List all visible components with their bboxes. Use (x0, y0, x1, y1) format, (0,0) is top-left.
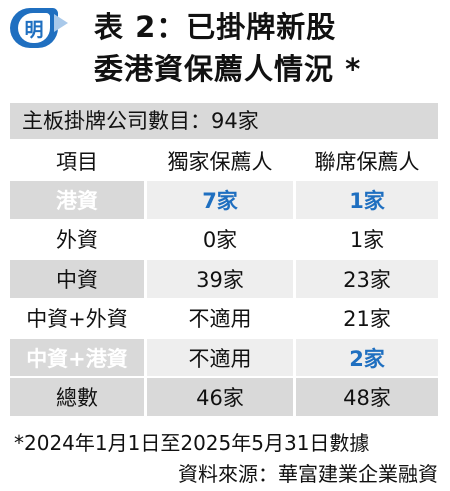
joint-value: 1家 (296, 220, 438, 259)
column-header-item: 項目 (10, 142, 144, 180)
sole-value: 7家 (147, 181, 293, 219)
sole-value: 不適用 (147, 338, 293, 377)
row-label: 港資 (10, 181, 144, 219)
column-header-sole: 獨家保薦人 (147, 142, 293, 180)
joint-value: 1家 (296, 181, 438, 219)
row-label: 總數 (10, 378, 144, 416)
sole-value: 46家 (147, 378, 293, 416)
table-header-row: 項目 獨家保薦人 聯席保薦人 (10, 142, 438, 182)
sponsor-table: 項目 獨家保薦人 聯席保薦人 港資 7家 1家 外資 0家 1家 中資 39家 … (10, 142, 438, 418)
row-label: 中資 (10, 260, 144, 298)
speech-tail-icon (54, 14, 68, 32)
ming-badge-icon: 明 (10, 8, 58, 48)
row-label: 中資+外資 (10, 299, 144, 337)
table-row-total: 總數 46家 48家 (10, 378, 438, 418)
sole-value: 39家 (147, 260, 293, 298)
row-label: 外資 (10, 220, 144, 259)
table-row-china-foreign: 中資+外資 不適用 21家 (10, 299, 438, 339)
date-range-note: *2024年1月1日至2025年5月31日數據 (14, 431, 370, 455)
badge-label: 明 (18, 13, 50, 43)
header: 明 表 2：已掛牌新股 委港資保薦人情況 * (0, 0, 450, 96)
table-row-china: 中資 39家 23家 (10, 260, 438, 300)
table-row-foreign: 外資 0家 1家 (10, 220, 438, 261)
joint-value: 48家 (296, 378, 438, 416)
sole-value: 0家 (147, 220, 293, 259)
sole-value: 不適用 (147, 299, 293, 337)
summary-bar: 主板掛牌公司數目：94家 (10, 103, 438, 139)
row-label: 中資+港資 (10, 338, 144, 377)
column-header-joint: 聯席保薦人 (296, 142, 438, 180)
title-line-2: 委港資保薦人情況 * (94, 52, 362, 86)
table-row-china-hk: 中資+港資 不適用 2家 (10, 338, 438, 379)
table-row-hk: 港資 7家 1家 (10, 181, 438, 221)
joint-value: 21家 (296, 299, 438, 337)
joint-value: 23家 (296, 260, 438, 298)
source-note: 資料來源：華富建業企業融資 (178, 462, 438, 486)
title-line-1: 表 2：已掛牌新股 (94, 10, 337, 44)
joint-value: 2家 (296, 338, 438, 377)
